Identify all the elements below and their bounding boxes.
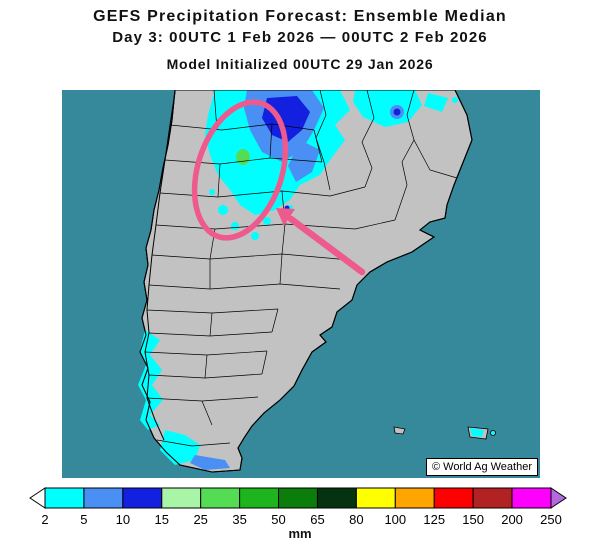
map-subtitle: Day 3: 00UTC 1 Feb 2026 — 00UTC 2 Feb 20… — [112, 29, 488, 46]
scale-segment — [278, 487, 318, 509]
scale-segment — [316, 487, 357, 509]
scale-tick-label: 5 — [80, 512, 87, 527]
legend-unit: mm — [288, 526, 312, 541]
scale-segment — [433, 487, 474, 509]
scale-tick-label: 125 — [423, 512, 445, 527]
scale-tick-label: 35 — [232, 512, 246, 527]
scale-segment — [239, 487, 280, 509]
precip-green-core — [236, 149, 250, 165]
scale-segment — [511, 487, 552, 509]
map-svg — [62, 90, 540, 478]
map-title: GEFS Precipitation Forecast: Ensemble Me… — [93, 8, 507, 25]
scale-segment — [472, 487, 513, 509]
scale-tick-label: 15 — [155, 512, 169, 527]
scale-tick-label: 50 — [271, 512, 285, 527]
scale-segment — [83, 487, 124, 509]
coastline-outline — [139, 90, 473, 473]
scale-segment — [161, 487, 202, 509]
scale-tick-label: 150 — [462, 512, 484, 527]
scale-tick-label: 10 — [116, 512, 130, 527]
precip-color-scale: 2 5 10 15 25 35 50 65 80 100 125 150 200 250 — [29, 487, 567, 527]
scale-tick-label: 65 — [310, 512, 324, 527]
scale-segment — [355, 487, 396, 509]
scale-segment — [200, 487, 241, 509]
map-area: © World Ag Weather — [62, 90, 540, 478]
scale-tick-label: 100 — [384, 512, 406, 527]
scale-left-cap — [29, 487, 46, 509]
annotation-oval — [191, 99, 289, 241]
annotation-arrow-shaft — [287, 215, 366, 276]
scale-right-cap — [550, 487, 567, 509]
scale-segment — [122, 487, 163, 509]
scale-segment — [44, 487, 85, 509]
scale-tick-label: 25 — [193, 512, 207, 527]
model-init-line: Model Initialized 00UTC 29 Jan 2026 — [166, 56, 434, 72]
scale-tick-label: 250 — [540, 512, 562, 527]
annotation-layer — [191, 99, 366, 276]
annotation-arrow-head — [276, 208, 295, 226]
scale-tick-label: 200 — [501, 512, 523, 527]
scale-tick-label: 80 — [349, 512, 363, 527]
scale-segment — [394, 487, 435, 509]
header: GEFS Precipitation Forecast: Ensemble Me… — [0, 8, 600, 72]
scale-tick-label: 2 — [41, 512, 48, 527]
copyright-label: © World Ag Weather — [425, 458, 538, 476]
